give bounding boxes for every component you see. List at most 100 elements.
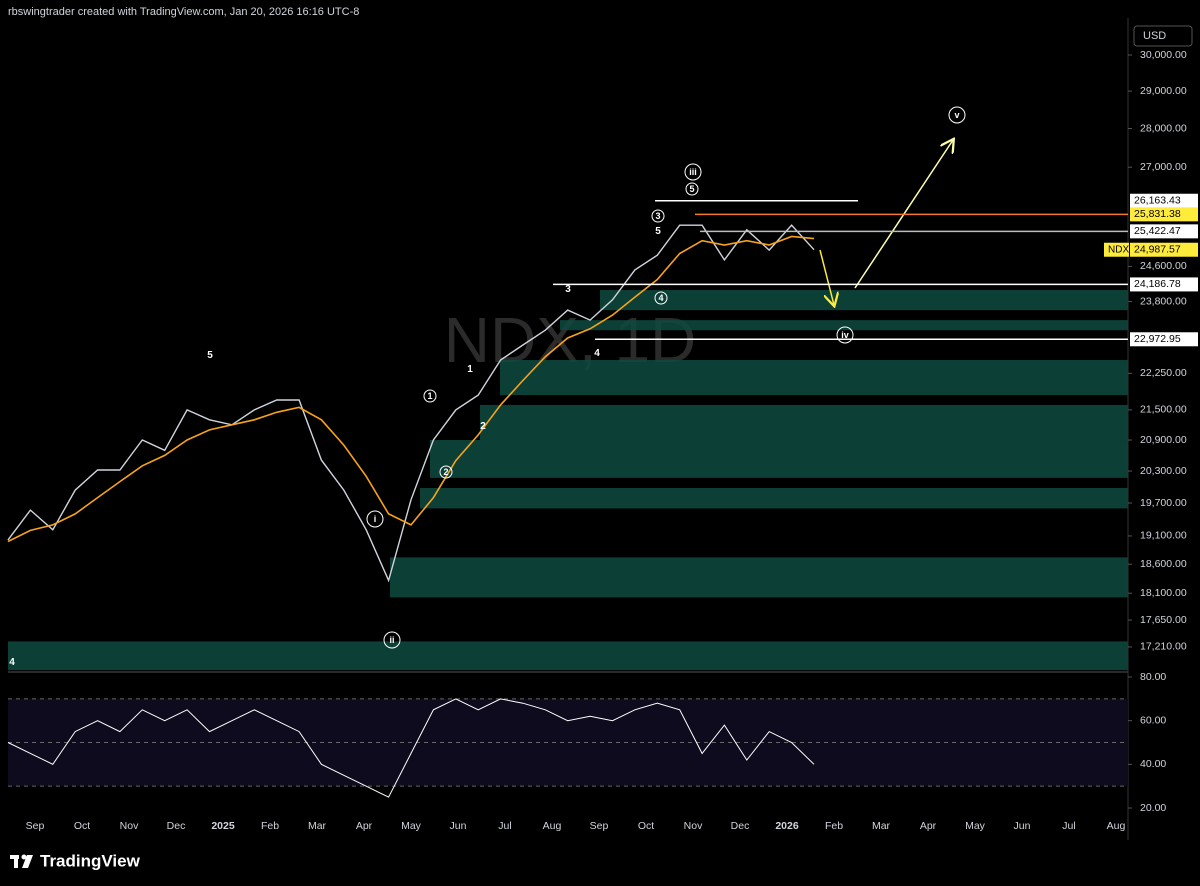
wave-circle xyxy=(383,631,401,649)
y-tick-label: 30,000.00 xyxy=(1140,49,1187,61)
rsi-tick-label: 40.00 xyxy=(1140,758,1166,770)
wave-label: 1 xyxy=(427,391,432,401)
currency-box[interactable] xyxy=(1133,25,1193,47)
x-tick-label: 2026 xyxy=(775,820,799,832)
symbol-tag-label: NDX xyxy=(1108,244,1129,255)
price-tag-label: 24,186.78 xyxy=(1134,278,1181,290)
wave-circle xyxy=(684,163,702,181)
price-tag-label: 25,831.38 xyxy=(1134,208,1181,220)
wave-circle xyxy=(423,389,437,403)
wave-label: 1 xyxy=(467,364,473,375)
x-tick-label: Sep xyxy=(590,820,609,832)
arrow-down xyxy=(819,249,834,305)
rsi-tick-label: 20.00 xyxy=(1140,802,1166,814)
wave-circle xyxy=(685,182,699,196)
zone xyxy=(500,360,1128,396)
y-tick-label: 17,650.00 xyxy=(1140,614,1187,626)
wave-circle xyxy=(439,465,453,479)
y-tick-label: 29,000.00 xyxy=(1140,85,1187,97)
zone xyxy=(430,440,1128,478)
zone xyxy=(8,641,1128,671)
x-tick-label: Mar xyxy=(872,820,891,832)
brand: TradingView xyxy=(40,851,141,870)
logo-part xyxy=(21,854,27,860)
wave-label: 5 xyxy=(655,226,661,237)
x-tick-label: Oct xyxy=(638,820,654,832)
logo-part xyxy=(22,855,33,868)
price-tag xyxy=(1130,207,1198,222)
price-tag xyxy=(1130,277,1198,292)
wave-label: 4 xyxy=(9,657,15,668)
price-tag xyxy=(1130,193,1198,208)
x-tick-label: Feb xyxy=(261,820,279,832)
brand-logo xyxy=(10,854,33,868)
price-line xyxy=(7,224,815,583)
rsi-tick-label: 80.00 xyxy=(1140,671,1166,683)
x-tick-label: Apr xyxy=(356,820,373,832)
y-tick-label: 20,900.00 xyxy=(1140,434,1187,446)
zone xyxy=(480,404,1128,441)
x-tick-label: Mar xyxy=(308,820,327,832)
y-tick-label: 24,600.00 xyxy=(1140,260,1187,272)
y-tick-label: 23,800.00 xyxy=(1140,295,1187,307)
y-tick-label: 21,500.00 xyxy=(1140,404,1187,416)
x-tick-label: Sep xyxy=(26,820,45,832)
wave-label: 5 xyxy=(689,184,694,194)
y-tick-label: 28,000.00 xyxy=(1140,122,1187,134)
symbol-tag xyxy=(1104,242,1129,257)
wave-label: 3 xyxy=(565,284,571,295)
wave-label: v xyxy=(954,110,959,120)
x-tick-label: Aug xyxy=(543,820,562,832)
logo-part xyxy=(14,855,18,868)
price-tag xyxy=(1130,242,1198,257)
wave-label: 2 xyxy=(480,421,486,432)
y-tick-label: 22,250.00 xyxy=(1140,367,1187,379)
x-tick-label: Jun xyxy=(450,820,467,832)
y-tick-label: 18,600.00 xyxy=(1140,558,1187,570)
rsi-tick-label: 60.00 xyxy=(1140,714,1166,726)
credit: rbswingtrader created with TradingView.c… xyxy=(8,6,359,18)
x-tick-label: Aug xyxy=(1107,820,1126,832)
x-tick-label: Nov xyxy=(120,820,139,832)
ema-line xyxy=(7,235,815,543)
wave-label: 4 xyxy=(658,293,663,303)
zone xyxy=(560,320,1128,331)
price-tag-label: 26,163.43 xyxy=(1134,195,1181,207)
price-tag xyxy=(1130,332,1198,347)
x-tick-label: Feb xyxy=(825,820,843,832)
y-tick-label: 19,700.00 xyxy=(1140,497,1187,509)
y-tick-label: 18,100.00 xyxy=(1140,587,1187,599)
y-tick-label: 19,100.00 xyxy=(1140,530,1187,542)
wave-label: 3 xyxy=(655,211,660,221)
x-tick-label: 2025 xyxy=(211,820,235,832)
wave-circle xyxy=(948,106,966,124)
price-tag-label: 22,972.95 xyxy=(1134,333,1181,345)
x-tick-label: Jul xyxy=(498,820,511,832)
x-tick-label: Jul xyxy=(1062,820,1075,832)
price-tag-label: 24,987.57 xyxy=(1134,244,1181,256)
zone xyxy=(600,290,1128,311)
wave-circle xyxy=(366,510,384,528)
x-tick-label: Apr xyxy=(920,820,937,832)
x-tick-label: Dec xyxy=(731,820,750,832)
wave-label: 5 xyxy=(207,350,213,361)
wave-label: iv xyxy=(841,330,849,340)
x-tick-label: Dec xyxy=(167,820,186,832)
rsi-line xyxy=(7,698,815,798)
y-tick-label: 27,000.00 xyxy=(1140,161,1187,173)
x-tick-label: May xyxy=(965,820,986,832)
wave-circle xyxy=(654,291,668,305)
wave-label: iii xyxy=(689,167,697,177)
wave-label: 2 xyxy=(443,467,448,477)
wave-label: 4 xyxy=(594,348,600,359)
zone xyxy=(390,557,1128,598)
price-tag xyxy=(1130,224,1198,239)
x-tick-label: May xyxy=(401,820,422,832)
y-tick-label: 20,300.00 xyxy=(1140,465,1187,477)
zone xyxy=(420,487,1128,509)
x-tick-label: Nov xyxy=(684,820,703,832)
currency: USD xyxy=(1143,30,1166,42)
wave-circle xyxy=(836,326,854,344)
